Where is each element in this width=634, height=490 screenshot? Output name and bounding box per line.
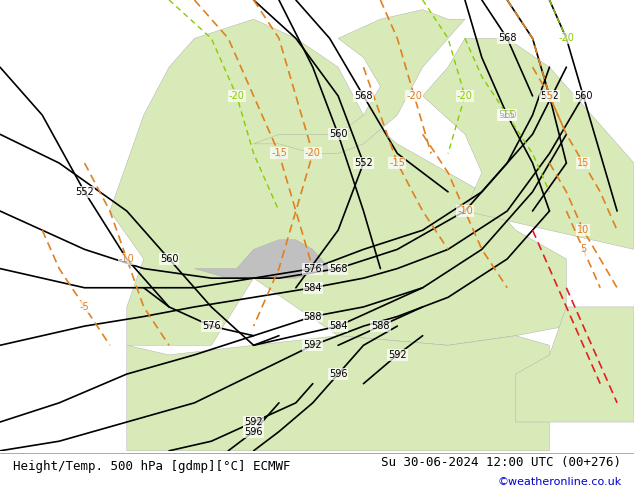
Text: 560: 560	[329, 129, 347, 139]
Text: 15: 15	[577, 158, 590, 168]
Text: -20: -20	[229, 91, 245, 101]
Text: 560: 560	[160, 254, 178, 264]
Text: 584: 584	[329, 321, 347, 331]
Text: Su 30-06-2024 12:00 UTC (00+276): Su 30-06-2024 12:00 UTC (00+276)	[381, 456, 621, 469]
Text: -20: -20	[457, 91, 473, 101]
Text: 560: 560	[498, 110, 517, 120]
Text: 568: 568	[354, 91, 373, 101]
Text: 576: 576	[304, 264, 322, 273]
Text: 5: 5	[547, 91, 553, 101]
Text: -20: -20	[305, 148, 321, 158]
Text: 596: 596	[244, 427, 263, 437]
Text: 552: 552	[354, 158, 373, 168]
Text: 596: 596	[329, 369, 347, 379]
Text: -15: -15	[389, 158, 405, 168]
Text: 592: 592	[304, 340, 322, 350]
Text: Height/Temp. 500 hPa [gdmp][°C] ECMWF: Height/Temp. 500 hPa [gdmp][°C] ECMWF	[13, 460, 290, 473]
Text: 552: 552	[75, 187, 94, 197]
Text: -15: -15	[499, 110, 515, 120]
Text: 10: 10	[577, 225, 590, 235]
Text: 552: 552	[540, 91, 559, 101]
Text: -5: -5	[80, 302, 89, 312]
Text: 560: 560	[574, 91, 593, 101]
Text: -15: -15	[271, 148, 287, 158]
Polygon shape	[195, 240, 330, 278]
Text: -10: -10	[457, 206, 473, 216]
Text: -20: -20	[406, 91, 422, 101]
Text: 588: 588	[371, 321, 390, 331]
Polygon shape	[515, 307, 634, 422]
Text: 584: 584	[304, 283, 322, 293]
Text: 576: 576	[202, 321, 221, 331]
Text: 568: 568	[329, 264, 347, 273]
Text: 592: 592	[244, 417, 263, 427]
Text: 592: 592	[388, 350, 406, 360]
Polygon shape	[110, 19, 566, 345]
Polygon shape	[254, 10, 465, 153]
Polygon shape	[127, 336, 550, 451]
Text: ©weatheronline.co.uk: ©weatheronline.co.uk	[497, 477, 621, 487]
Text: 588: 588	[304, 312, 322, 321]
Text: 568: 568	[498, 33, 517, 44]
Polygon shape	[423, 38, 634, 249]
Text: 5: 5	[580, 245, 586, 254]
Text: -20: -20	[559, 33, 574, 44]
Text: -10: -10	[119, 254, 134, 264]
